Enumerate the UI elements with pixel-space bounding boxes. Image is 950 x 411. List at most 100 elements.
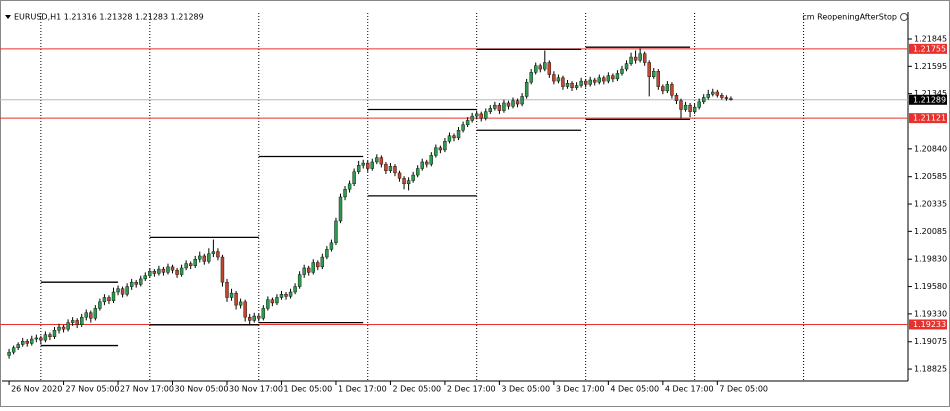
candle-body <box>284 294 288 297</box>
candle-body <box>134 281 138 285</box>
candle-body <box>270 299 275 304</box>
candle-body <box>647 62 651 77</box>
candle-body <box>488 108 493 112</box>
y-tick-label: 1.18825 <box>914 365 947 374</box>
candle-body <box>479 113 483 119</box>
candle-body <box>642 53 647 63</box>
x-tick-label: 2 Dec 05:00 <box>392 385 441 394</box>
candle-body <box>447 135 452 142</box>
candle-body <box>125 286 129 295</box>
candle-body <box>520 96 524 105</box>
candle-body <box>75 320 79 326</box>
candle-body <box>561 77 565 87</box>
candle-body <box>565 83 570 87</box>
candle-body <box>656 71 660 87</box>
candle-body <box>43 334 48 341</box>
candle-body <box>102 297 107 303</box>
indicator-name: cm ReopeningAfterStop <box>802 13 897 22</box>
candle-body <box>629 56 633 64</box>
candle-body <box>157 268 161 274</box>
candle-body <box>570 83 574 88</box>
x-tick-label: 4 Dec 05:00 <box>610 385 659 394</box>
y-tick-label: 1.19580 <box>914 282 947 291</box>
candle-body <box>615 73 620 80</box>
x-tick-label: 1 Dec 05:00 <box>283 385 332 394</box>
candle-body <box>506 102 511 107</box>
candle-body <box>524 81 529 97</box>
candle-body <box>425 161 429 165</box>
candle-body <box>579 80 583 86</box>
candle-body <box>7 351 11 356</box>
candle-body <box>633 56 638 61</box>
candle-body <box>184 263 188 269</box>
candle-body <box>225 281 229 298</box>
y-tick-label: 1.19330 <box>914 309 947 318</box>
y-tick-label: 1.19075 <box>914 337 947 346</box>
candle-body <box>325 249 329 258</box>
candle-body <box>148 271 152 276</box>
candle-body <box>461 124 465 131</box>
candle-body <box>384 163 388 171</box>
candle-body <box>420 161 424 169</box>
candle-body <box>288 291 293 297</box>
candle-body <box>547 62 552 75</box>
candle-body <box>93 308 98 319</box>
indicator-icon[interactable] <box>900 13 908 21</box>
candle-body <box>356 165 361 173</box>
y-tick-label: 1.20085 <box>914 227 947 236</box>
candle-body <box>111 291 116 301</box>
x-tick-label: 2 Dec 17:00 <box>447 385 496 394</box>
candle-body <box>338 196 343 222</box>
candle-body <box>207 253 211 262</box>
level-label-box <box>909 113 947 124</box>
candle-body <box>624 63 629 70</box>
x-tick-label: 27 Nov 17:00 <box>120 385 174 394</box>
level-label: 1.21755 <box>913 44 946 53</box>
candle-body <box>465 120 470 126</box>
candle-body <box>588 79 592 85</box>
candle-body <box>279 294 284 298</box>
candle-body <box>397 172 402 179</box>
symbol-info: EURUSD,H1 1.21316 1.21328 1.21283 1.2128… <box>14 13 204 22</box>
candle-body <box>329 242 334 250</box>
menu-arrow[interactable] <box>5 15 11 19</box>
candle-body <box>21 341 25 345</box>
candle-body <box>30 338 34 344</box>
level-label-box <box>909 43 947 54</box>
candle-body <box>502 102 506 111</box>
candle-body <box>593 79 597 83</box>
candle-body <box>316 262 320 268</box>
candle-body <box>252 315 256 321</box>
candle-body <box>275 297 279 304</box>
candle-body <box>543 62 547 70</box>
candle-body <box>597 77 601 83</box>
candle-body <box>293 286 297 293</box>
candle-body <box>538 65 542 70</box>
candle-body <box>638 53 642 61</box>
candle-body <box>139 278 143 285</box>
candle-body <box>120 288 125 295</box>
candle-body <box>574 85 579 88</box>
x-tick-label: 4 Dec 17:00 <box>665 385 714 394</box>
level-label-box <box>909 94 947 105</box>
candle-body <box>57 326 61 331</box>
candle-body <box>452 135 456 139</box>
y-tick-label: 1.21595 <box>914 62 947 71</box>
candle-body <box>143 275 147 280</box>
candle-body <box>311 262 315 273</box>
candle-body <box>16 344 20 348</box>
candle-body <box>61 326 66 330</box>
candle-body <box>257 315 261 319</box>
candle-body <box>11 347 16 353</box>
level-label: 1.21121 <box>913 114 946 123</box>
candle-body <box>98 301 102 309</box>
y-tick-label: 1.20840 <box>914 144 947 153</box>
candle-body <box>706 94 710 98</box>
x-tick-label: 26 Nov 2020 <box>11 385 62 394</box>
candle-body <box>475 113 479 117</box>
candle-body <box>307 267 311 273</box>
candle-body <box>266 299 270 309</box>
candle-body <box>697 101 701 108</box>
candle-body <box>670 84 674 96</box>
